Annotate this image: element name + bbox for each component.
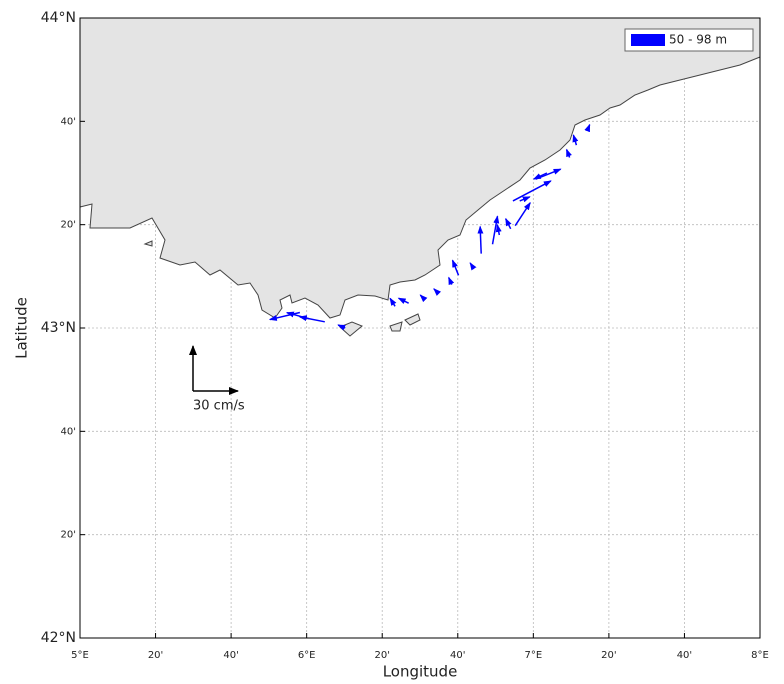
current-arrow: [519, 196, 531, 203]
x-tick-label: 6°E: [298, 650, 316, 661]
x-axis-label: Longitude: [383, 663, 458, 681]
y-tick-label: 43°N: [41, 320, 76, 336]
current-arrow: [477, 225, 484, 254]
x-tick-label: 8°E: [751, 650, 769, 661]
y-tick-label: 20': [61, 220, 76, 231]
current-arrow: [491, 215, 500, 245]
island: [404, 313, 421, 326]
current-arrow: [505, 217, 512, 230]
current-arrow: [389, 297, 397, 307]
current-arrow: [512, 180, 552, 202]
current-arrow: [532, 172, 548, 180]
current-arrow: [397, 297, 409, 305]
x-tick-label: 40': [223, 650, 238, 661]
x-tick-label: 7°E: [524, 650, 542, 661]
current-arrow: [469, 262, 477, 271]
current-arrow: [565, 148, 572, 158]
legend-swatch: [631, 34, 665, 46]
x-tick-label: 20': [601, 650, 616, 661]
current-arrow: [268, 311, 301, 321]
y-tick-label: 40': [61, 426, 76, 437]
vectors: [268, 123, 591, 331]
current-arrow: [433, 288, 441, 296]
island: [389, 321, 403, 332]
y-axis-label: Latitude: [13, 297, 31, 359]
x-tick-label: 40': [677, 650, 692, 661]
current-arrow: [514, 201, 531, 227]
current-arrow: [495, 223, 502, 236]
current-arrow: [572, 134, 579, 146]
legend: 50 - 98 m: [624, 28, 754, 52]
current-arrow: [337, 324, 346, 331]
scale: [189, 345, 239, 395]
current-arrow: [298, 315, 325, 323]
y-tick-label: 44°N: [41, 10, 76, 26]
x-tick-label: 5°E: [71, 650, 89, 661]
scale-label: 30 cm/s: [193, 399, 245, 414]
y-tick-label: 40': [61, 116, 76, 127]
y-tick-label: 20': [61, 530, 76, 541]
x-tick-label: 20': [148, 650, 163, 661]
current-arrow: [448, 276, 455, 286]
x-tick-label: 20': [374, 650, 389, 661]
legend-label: 50 - 98 m: [669, 33, 727, 47]
current-arrow: [451, 259, 460, 276]
y-tick-label: 42°N: [41, 630, 76, 646]
current-arrow: [584, 123, 591, 133]
current-arrow: [419, 294, 428, 303]
x-tick-label: 40': [450, 650, 465, 661]
land: [79, 17, 761, 319]
island: [143, 240, 153, 247]
